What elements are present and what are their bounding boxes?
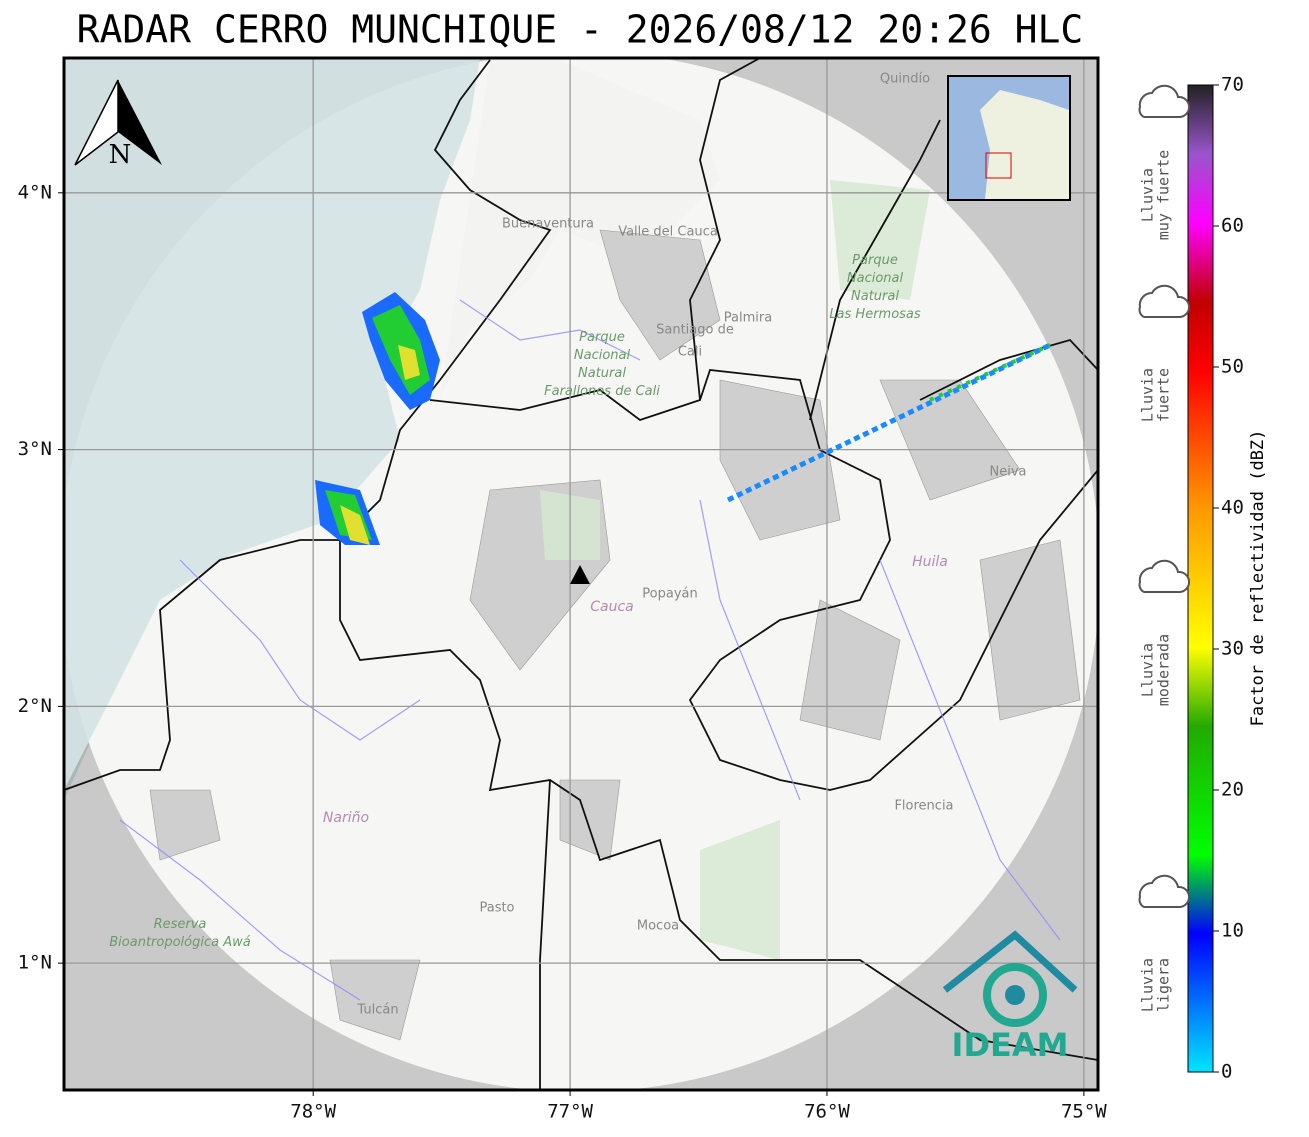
y-tick-label: 3°N <box>18 438 52 460</box>
place-label: Huila <box>912 554 948 570</box>
place-label: Neiva <box>990 465 1027 480</box>
place-label: Santiago de <box>656 323 734 338</box>
place-label: Valle del Cauca <box>618 225 718 240</box>
colorbar <box>1187 84 1214 1073</box>
y-tick-label: 4°N <box>18 181 52 203</box>
place-label: Parque Nacional Natural Las Hermosas <box>829 253 921 322</box>
x-tick-label: 78°W <box>290 1101 336 1123</box>
north-label: N <box>109 140 132 170</box>
weather-icon <box>1138 559 1190 593</box>
legend-label: Lluvia <box>1139 958 1157 1012</box>
x-tick-label: 76°W <box>804 1101 850 1123</box>
map-frame <box>62 56 1100 1092</box>
colorbar-tick-label: 70 <box>1221 74 1244 96</box>
y-tick-label: 2°N <box>18 695 52 717</box>
place-label: Palmira <box>724 311 772 326</box>
legend-label: muy fuerte <box>1155 150 1173 240</box>
legend-label: moderada <box>1155 634 1173 706</box>
title: RADAR CERRO MUNCHIQUE - 2026/08/12 20:26… <box>77 8 1084 52</box>
place-label: Cali <box>678 345 702 360</box>
legend-label: Lluvia <box>1139 368 1157 422</box>
grid <box>64 58 1098 1090</box>
colorbar-label: Factor de reflectividad (dBZ) <box>1248 430 1268 727</box>
x-tick-label: 75°W <box>1061 1101 1107 1123</box>
place-label: Quindío <box>880 72 930 87</box>
place-label: Cauca <box>590 599 634 615</box>
colorbar-tick-label: 0 <box>1221 1061 1232 1083</box>
place-label: Pasto <box>479 901 514 916</box>
weather-icon <box>1138 284 1190 318</box>
echo-cells <box>315 292 1052 545</box>
y-tick-label: 1°N <box>18 952 52 974</box>
place-label: Popayán <box>642 587 697 602</box>
place-label: Tulcán <box>356 1003 398 1018</box>
colorbar-tick-label: 40 <box>1221 497 1244 519</box>
radar-site <box>570 565 590 584</box>
north-arrow: N <box>74 79 162 170</box>
legend-label: Lluvia <box>1139 643 1157 697</box>
place-labels: Buenaventura Valle del Cauca Santiago de Ca… <box>109 72 1026 1018</box>
weather-icon <box>1138 874 1190 908</box>
place-label: Buenaventura <box>502 217 594 232</box>
place-label: Nariño <box>323 810 369 826</box>
colorbar-tick-label: 10 <box>1221 920 1244 942</box>
inset-map <box>947 75 1071 201</box>
legend-label: Lluvia <box>1139 168 1157 222</box>
map-area: N IDEAM Buenaventura Valle del Cauca Santi… <box>64 58 1098 1090</box>
weather-icon <box>1138 84 1190 118</box>
legend-label: ligera <box>1155 958 1173 1012</box>
logo: IDEAM <box>942 930 1078 1064</box>
place-label: Mocoa <box>637 919 679 934</box>
legend-label: fuerte <box>1155 368 1173 422</box>
colorbar-tick-label: 30 <box>1221 638 1244 660</box>
place-label: Reserva Bioantropológica Awá <box>109 917 250 950</box>
colorbar-tick-label: 60 <box>1221 215 1244 237</box>
x-tick-label: 77°W <box>547 1101 593 1123</box>
colorbar-tick-label: 20 <box>1221 779 1244 801</box>
place-label: Florencia <box>894 799 953 814</box>
colorbar-tick-label: 50 <box>1221 356 1244 378</box>
place-label: Parque Nacional Natural Farallones de Cali <box>544 330 660 399</box>
logo-text: IDEAM <box>952 1026 1069 1064</box>
